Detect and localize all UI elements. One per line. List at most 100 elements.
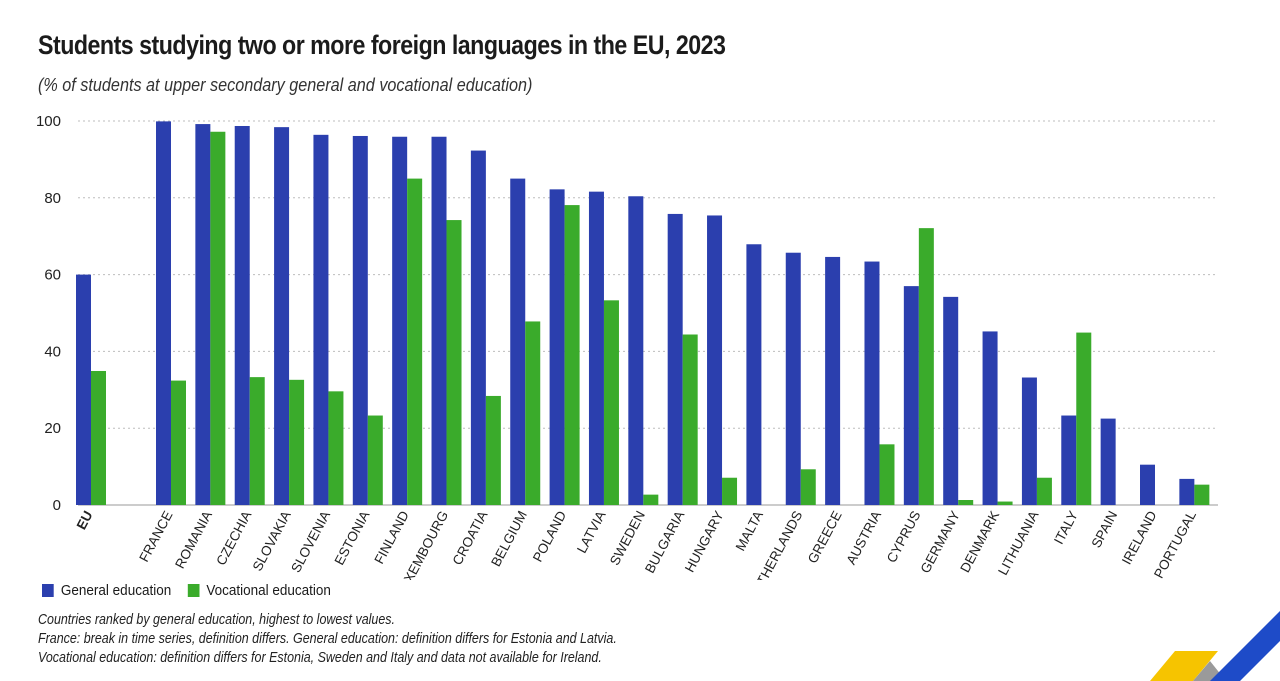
bar-general	[825, 256, 841, 505]
y-tick-label: 100	[36, 113, 61, 130]
legend-swatch-vocational	[187, 584, 200, 597]
bar-general	[864, 261, 880, 505]
bar-vocational	[603, 300, 619, 505]
bar-general	[1061, 415, 1077, 505]
bar-vocational	[407, 178, 423, 505]
bar-general	[943, 296, 959, 505]
logo-yellow-stripe	[1150, 651, 1218, 681]
bar-general	[707, 215, 723, 506]
y-tick-label: 20	[44, 420, 61, 437]
legend-item-vocational: Vocational education	[187, 582, 331, 599]
bar-general	[628, 196, 644, 505]
bar-general	[431, 136, 447, 505]
bar-vocational	[328, 391, 344, 505]
bar-general	[785, 252, 801, 505]
bar-vocational	[564, 205, 580, 505]
legend-swatch-general	[42, 584, 54, 597]
bar-vocational	[289, 379, 305, 505]
x-tick-label: IRELAND	[1119, 508, 1160, 567]
bar-general	[667, 213, 683, 506]
x-tick-label: BULGARIA	[642, 508, 687, 575]
x-tick-label: POLAND	[530, 508, 569, 564]
x-tick-label: LITHUANIA	[995, 508, 1041, 577]
x-tick-label: CZECHIA	[213, 508, 254, 567]
note-line-3: Vocational education: definition differs…	[38, 650, 602, 666]
bar-general	[234, 125, 250, 505]
chart-subtitle: (% of students at upper secondary genera…	[38, 75, 533, 95]
x-tick-label: AUSTRIA	[843, 508, 884, 567]
x-tick-label: ROMANIA	[172, 508, 215, 571]
y-tick-label: 60	[44, 267, 61, 284]
legend-item-general: General education	[42, 582, 171, 599]
x-tick-label: PORTUGAL	[1151, 508, 1199, 580]
bar-general	[510, 178, 526, 505]
bar-general	[1179, 478, 1195, 505]
bar-general	[313, 134, 329, 505]
bar-general	[392, 136, 408, 505]
bar-general	[195, 124, 211, 506]
legend-label-vocational: Vocational education	[206, 582, 331, 599]
legend-label-general: General education	[60, 582, 172, 599]
bar-vocational	[997, 501, 1013, 505]
bar-vocational	[800, 469, 816, 505]
x-tick-label: CYPRUS	[884, 508, 924, 565]
x-tick-label: ESTONIA	[331, 508, 372, 567]
bar-vocational	[210, 131, 226, 505]
bar-vocational	[367, 415, 383, 505]
x-tick-label: ITALY	[1051, 508, 1081, 546]
note-line-1: Countries ranked by general education, h…	[38, 612, 396, 628]
x-tick-label: CROATIA	[450, 508, 491, 567]
bar-general	[549, 189, 565, 506]
eurostat-logo-mark	[1150, 611, 1280, 681]
bar-general	[352, 135, 368, 505]
x-tick-label: SWEDEN	[607, 508, 648, 567]
bar-general	[746, 244, 762, 505]
bar-chart: 0 20 40 60 80 100 EU FRANCEROMANIACZECHIASLOVAK…	[36, 113, 1218, 580]
y-tick-label: 40	[44, 343, 61, 360]
bar-general	[76, 274, 91, 505]
bar-general	[903, 286, 919, 505]
x-tick-label: HUNGARY	[682, 508, 727, 574]
bar-vocational	[446, 220, 462, 505]
chart-title: Students studying two or more foreign la…	[38, 30, 726, 60]
bar-general	[1021, 377, 1037, 505]
bar-vocational	[525, 321, 541, 505]
x-tick-label: GERMANY	[918, 508, 963, 575]
bar-general	[982, 331, 998, 505]
bar-general	[156, 121, 171, 505]
bar-vocational	[722, 477, 738, 505]
x-tick-label: DENMARK	[957, 508, 1002, 575]
bar-vocational	[682, 334, 698, 505]
bar-vocational	[643, 494, 659, 505]
bar-general	[588, 191, 604, 505]
x-tick-label: LATVIA	[574, 508, 609, 555]
note-line-2: France: break in time series, definition…	[38, 631, 617, 647]
bar-vocational	[171, 380, 186, 505]
x-tick-label: BELGIUM	[488, 508, 530, 569]
y-tick-label: 80	[44, 190, 61, 207]
x-tick-label: SLOVENIA	[288, 508, 333, 575]
chart-notes: Countries ranked by general education, h…	[38, 611, 617, 668]
x-tick-label: SPAIN	[1088, 508, 1120, 550]
bar-vocational	[1194, 484, 1210, 505]
x-tick-label: SLOVAKIA	[250, 508, 294, 573]
bar-vocational	[1036, 477, 1052, 505]
bar-vocational	[249, 377, 265, 505]
bar-vocational	[91, 370, 106, 505]
x-tick-label: FINLAND	[371, 508, 411, 566]
x-tick-label: EU	[74, 508, 96, 532]
x-tick-label: FRANCE	[136, 508, 175, 564]
y-tick-label: 0	[53, 497, 61, 514]
x-tick-label: GREECE	[805, 508, 845, 565]
x-tick-label: MALTA	[733, 508, 766, 553]
bar-vocational	[485, 395, 501, 505]
chart-legend: General education Vocational education	[42, 582, 347, 599]
bar-general	[470, 150, 486, 505]
bar-vocational	[918, 228, 934, 506]
bar-vocational	[958, 500, 974, 505]
bar-vocational	[1076, 332, 1092, 505]
bar-vocational	[879, 444, 895, 505]
bar-general	[1100, 418, 1116, 505]
logo-blue-stripe	[1210, 611, 1280, 681]
bar-general	[1140, 464, 1155, 505]
